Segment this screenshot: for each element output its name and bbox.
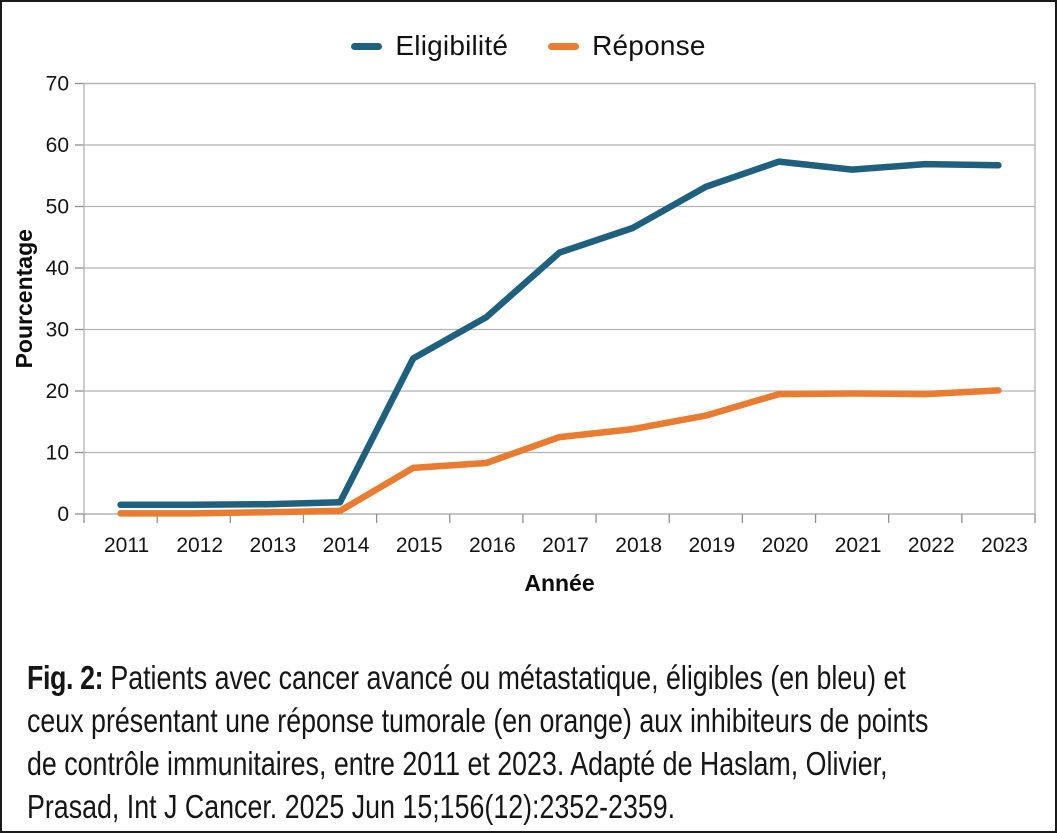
x-tick-label: 2016: [469, 534, 516, 557]
y-tick-label: 30: [46, 319, 69, 342]
x-tick-label: 2020: [762, 534, 809, 557]
y-axis-title: Pourcentage: [11, 229, 37, 368]
caption-text: Patients avec cancer avancé ou métastati…: [110, 660, 906, 697]
legend-item-eligibilite: Eligibilité: [351, 30, 508, 62]
x-tick-label: 2012: [176, 534, 223, 557]
chart-legend: Eligibilité Réponse: [2, 30, 1055, 62]
legend-item-reponse: Réponse: [548, 30, 705, 62]
legend-label-reponse: Réponse: [592, 30, 706, 61]
x-tick-label: 2017: [542, 534, 589, 557]
y-tick-label: 50: [46, 196, 69, 219]
x-axis-title: Année: [524, 570, 594, 596]
caption-line-1: Fig. 2: Patients avec cancer avancé ou mé…: [27, 657, 1037, 700]
y-tick-label: 70: [46, 73, 69, 96]
y-tick-label: 40: [46, 257, 69, 280]
y-tick-label: 20: [46, 380, 69, 403]
reponse-line-swatch-icon: [548, 42, 580, 50]
series-line-Eligibilité: [117, 158, 1002, 509]
x-tick-label: 2018: [615, 534, 662, 557]
series-line-Réponse: [117, 387, 1002, 517]
y-tick-label: 60: [46, 134, 69, 157]
x-tick-label: 2011: [104, 534, 149, 557]
x-tick-label: 2014: [323, 534, 370, 557]
y-tick-label: 10: [46, 442, 69, 465]
x-tick-label: 2015: [396, 534, 443, 557]
x-tick-label: 2013: [250, 534, 297, 557]
figure-caption: Fig. 2: Patients avec cancer avancé ou mé…: [27, 657, 1037, 829]
x-tick-label: 2022: [908, 534, 955, 557]
caption-line-2: ceux présentant une réponse tumorale (en…: [27, 703, 929, 740]
caption-line-4: Prasad, Int J Cancer. 2025 Jun 15;156(12…: [27, 789, 676, 826]
x-tick-label: 2019: [688, 534, 735, 557]
x-tick-label: 2023: [981, 534, 1028, 557]
y-tick-label: 0: [57, 503, 69, 526]
legend-label-eligibilite: Eligibilité: [395, 30, 509, 61]
eligibilite-line-swatch-icon: [351, 42, 383, 50]
caption-line-3: de contrôle immunitaires, entre 2011 et …: [27, 746, 888, 783]
plot-border: [83, 82, 1036, 515]
x-tick-label: 2021: [835, 534, 882, 557]
line-chart: 0 10 20 30 40 50 60 70 2011 2012 2013 2014 2015 2016 2…: [11, 73, 1036, 596]
figure-number-label: Fig. 2:: [27, 660, 104, 697]
